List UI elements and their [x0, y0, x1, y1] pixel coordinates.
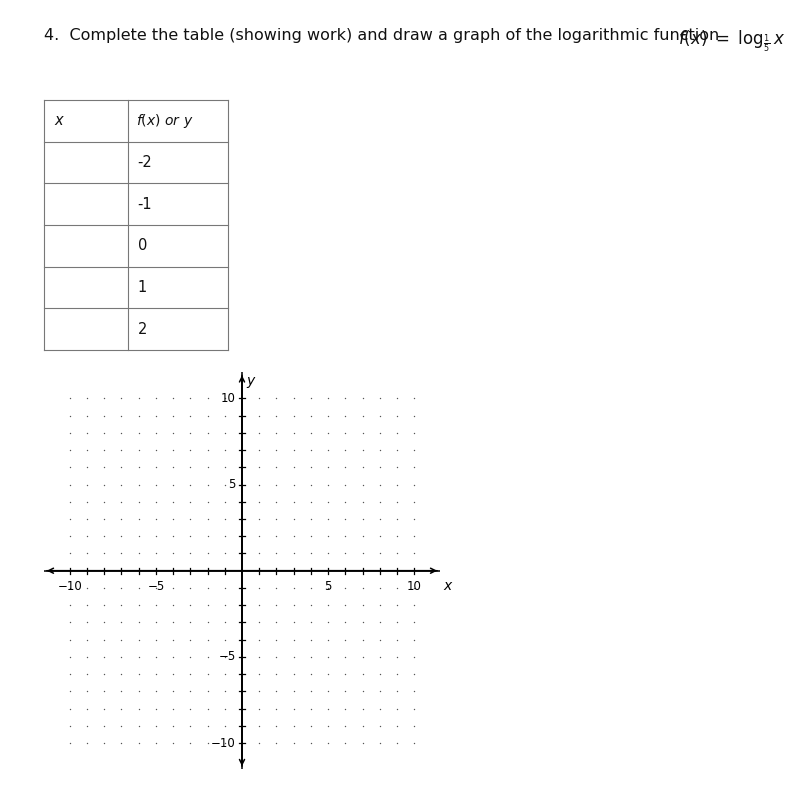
- Text: 0: 0: [138, 239, 147, 253]
- Text: x: x: [443, 579, 452, 594]
- Text: $f(x)\ =\ \log_{\frac{1}{5}}x$: $f(x)\ =\ \log_{\frac{1}{5}}x$: [678, 28, 785, 54]
- Text: y: y: [246, 374, 254, 388]
- Text: 4.  Complete the table (showing work) and draw a graph of the logarithmic functi: 4. Complete the table (showing work) and…: [44, 28, 719, 43]
- Text: 10: 10: [406, 580, 422, 594]
- Text: 1: 1: [138, 280, 147, 295]
- Text: 10: 10: [221, 392, 236, 405]
- Text: $f(x)\ \mathit{or}\ y$: $f(x)\ \mathit{or}\ y$: [136, 112, 194, 130]
- Text: −10: −10: [211, 737, 236, 750]
- Text: 5: 5: [229, 478, 236, 491]
- Text: 2: 2: [138, 322, 147, 336]
- Text: −5: −5: [147, 580, 165, 594]
- Text: −5: −5: [218, 650, 236, 663]
- Text: −10: −10: [58, 580, 82, 594]
- Text: -1: -1: [138, 197, 152, 211]
- Text: $x$: $x$: [54, 114, 65, 128]
- Text: -2: -2: [138, 155, 152, 170]
- Text: 5: 5: [324, 580, 332, 594]
